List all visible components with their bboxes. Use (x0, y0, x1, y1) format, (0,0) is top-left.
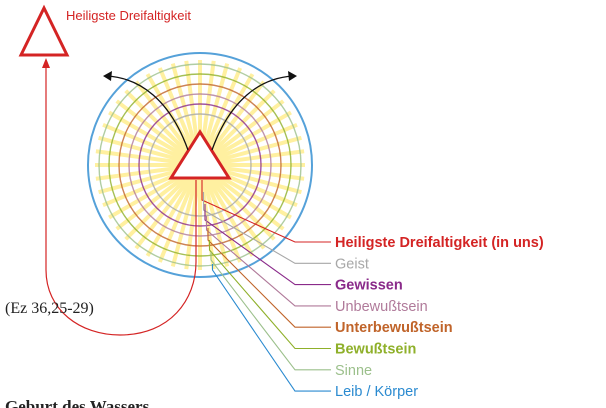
layer-label: Gewissen (335, 278, 403, 294)
leader-line (210, 240, 332, 349)
leader-line (211, 252, 331, 370)
layer-label: Unterbewußtsein (335, 320, 453, 336)
footer: Geburt des Wassers (5, 397, 150, 408)
layer-labels: Heiligste Dreifaltigkeit (in uns) Geist Ge… (335, 235, 544, 400)
layer-label: Bewußtsein (335, 342, 416, 358)
diagram: Heiligste Dreifaltigkeit (in uns) Geist Ge… (0, 0, 606, 408)
layer-label: Heiligste Dreifaltigkeit (in uns) (335, 235, 544, 251)
layer-label: Unbewußtsein (335, 299, 428, 315)
arrow-left-head (103, 71, 112, 81)
top-label: Heiligste Dreifaltigkeit (66, 8, 191, 23)
layer-label: Leib / Körper (335, 384, 418, 400)
reference: (Ez 36,25-29) (5, 300, 94, 317)
arrow-right-head (288, 71, 297, 81)
leader-line (208, 228, 331, 327)
layer-label: Sinne (335, 363, 372, 379)
layer-label: Geist (335, 256, 369, 272)
return-arrow-head (42, 58, 50, 68)
top-triangle (21, 8, 67, 55)
